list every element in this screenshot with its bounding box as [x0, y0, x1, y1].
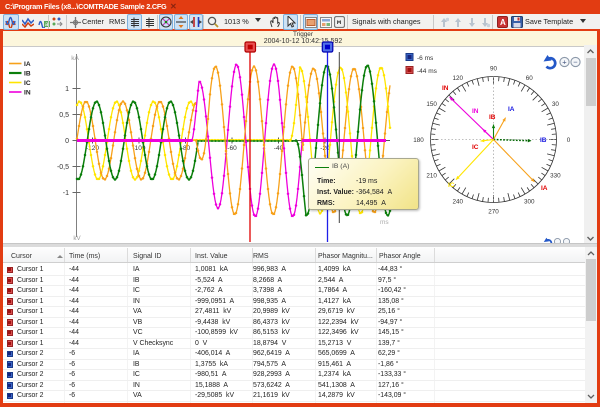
svg-text:330: 330 — [550, 173, 561, 180]
svg-text:120: 120 — [453, 75, 464, 82]
svg-text:300: 300 — [524, 199, 535, 206]
svg-text:-60: -60 — [227, 145, 237, 152]
svg-text:kV: kV — [73, 235, 81, 242]
svg-text:60: 60 — [526, 75, 534, 82]
svg-text:150: 150 — [426, 101, 437, 108]
svg-text:IC: IC — [472, 144, 479, 151]
svg-text:-20: -20 — [320, 145, 330, 152]
svg-text:IA: IA — [541, 185, 548, 192]
svg-text:IC: IC — [448, 182, 455, 189]
svg-text:ms: ms — [380, 219, 389, 226]
svg-text:−: − — [573, 58, 578, 67]
svg-text:IA: IA — [24, 61, 31, 68]
svg-text:0: 0 — [567, 137, 571, 144]
svg-text:0,5: 0,5 — [59, 112, 69, 119]
svg-text:-0,5: -0,5 — [57, 164, 69, 171]
svg-text:IN: IN — [472, 108, 479, 115]
svg-text:-6 ms: -6 ms — [417, 55, 434, 62]
svg-text:IB: IB — [489, 114, 496, 121]
svg-text:IA: IA — [508, 106, 515, 113]
svg-text:IN: IN — [24, 90, 31, 97]
svg-text:-80: -80 — [181, 145, 191, 152]
svg-text:210: 210 — [426, 173, 437, 180]
svg-text:90: 90 — [490, 65, 498, 72]
svg-text:IN: IN — [442, 85, 449, 92]
svg-text:-1: -1 — [63, 190, 69, 197]
svg-text:IB: IB — [540, 137, 547, 144]
svg-text:IB: IB — [24, 71, 31, 78]
svg-text:240: 240 — [453, 199, 464, 206]
svg-text:30: 30 — [552, 101, 560, 108]
svg-text:IC: IC — [24, 80, 31, 87]
svg-text:0: 0 — [65, 138, 69, 145]
svg-text:270: 270 — [488, 208, 499, 215]
svg-text:kA: kA — [71, 55, 79, 62]
svg-text:-100: -100 — [132, 145, 145, 152]
svg-text:-40: -40 — [274, 145, 284, 152]
svg-text:A: A — [500, 18, 506, 27]
svg-text:+: + — [562, 58, 567, 67]
svg-text:-44 ms: -44 ms — [417, 68, 438, 75]
svg-text:-120: -120 — [86, 145, 99, 152]
svg-text:1: 1 — [65, 86, 69, 93]
svg-text:a: a — [45, 22, 49, 28]
svg-text:180: 180 — [413, 137, 424, 144]
